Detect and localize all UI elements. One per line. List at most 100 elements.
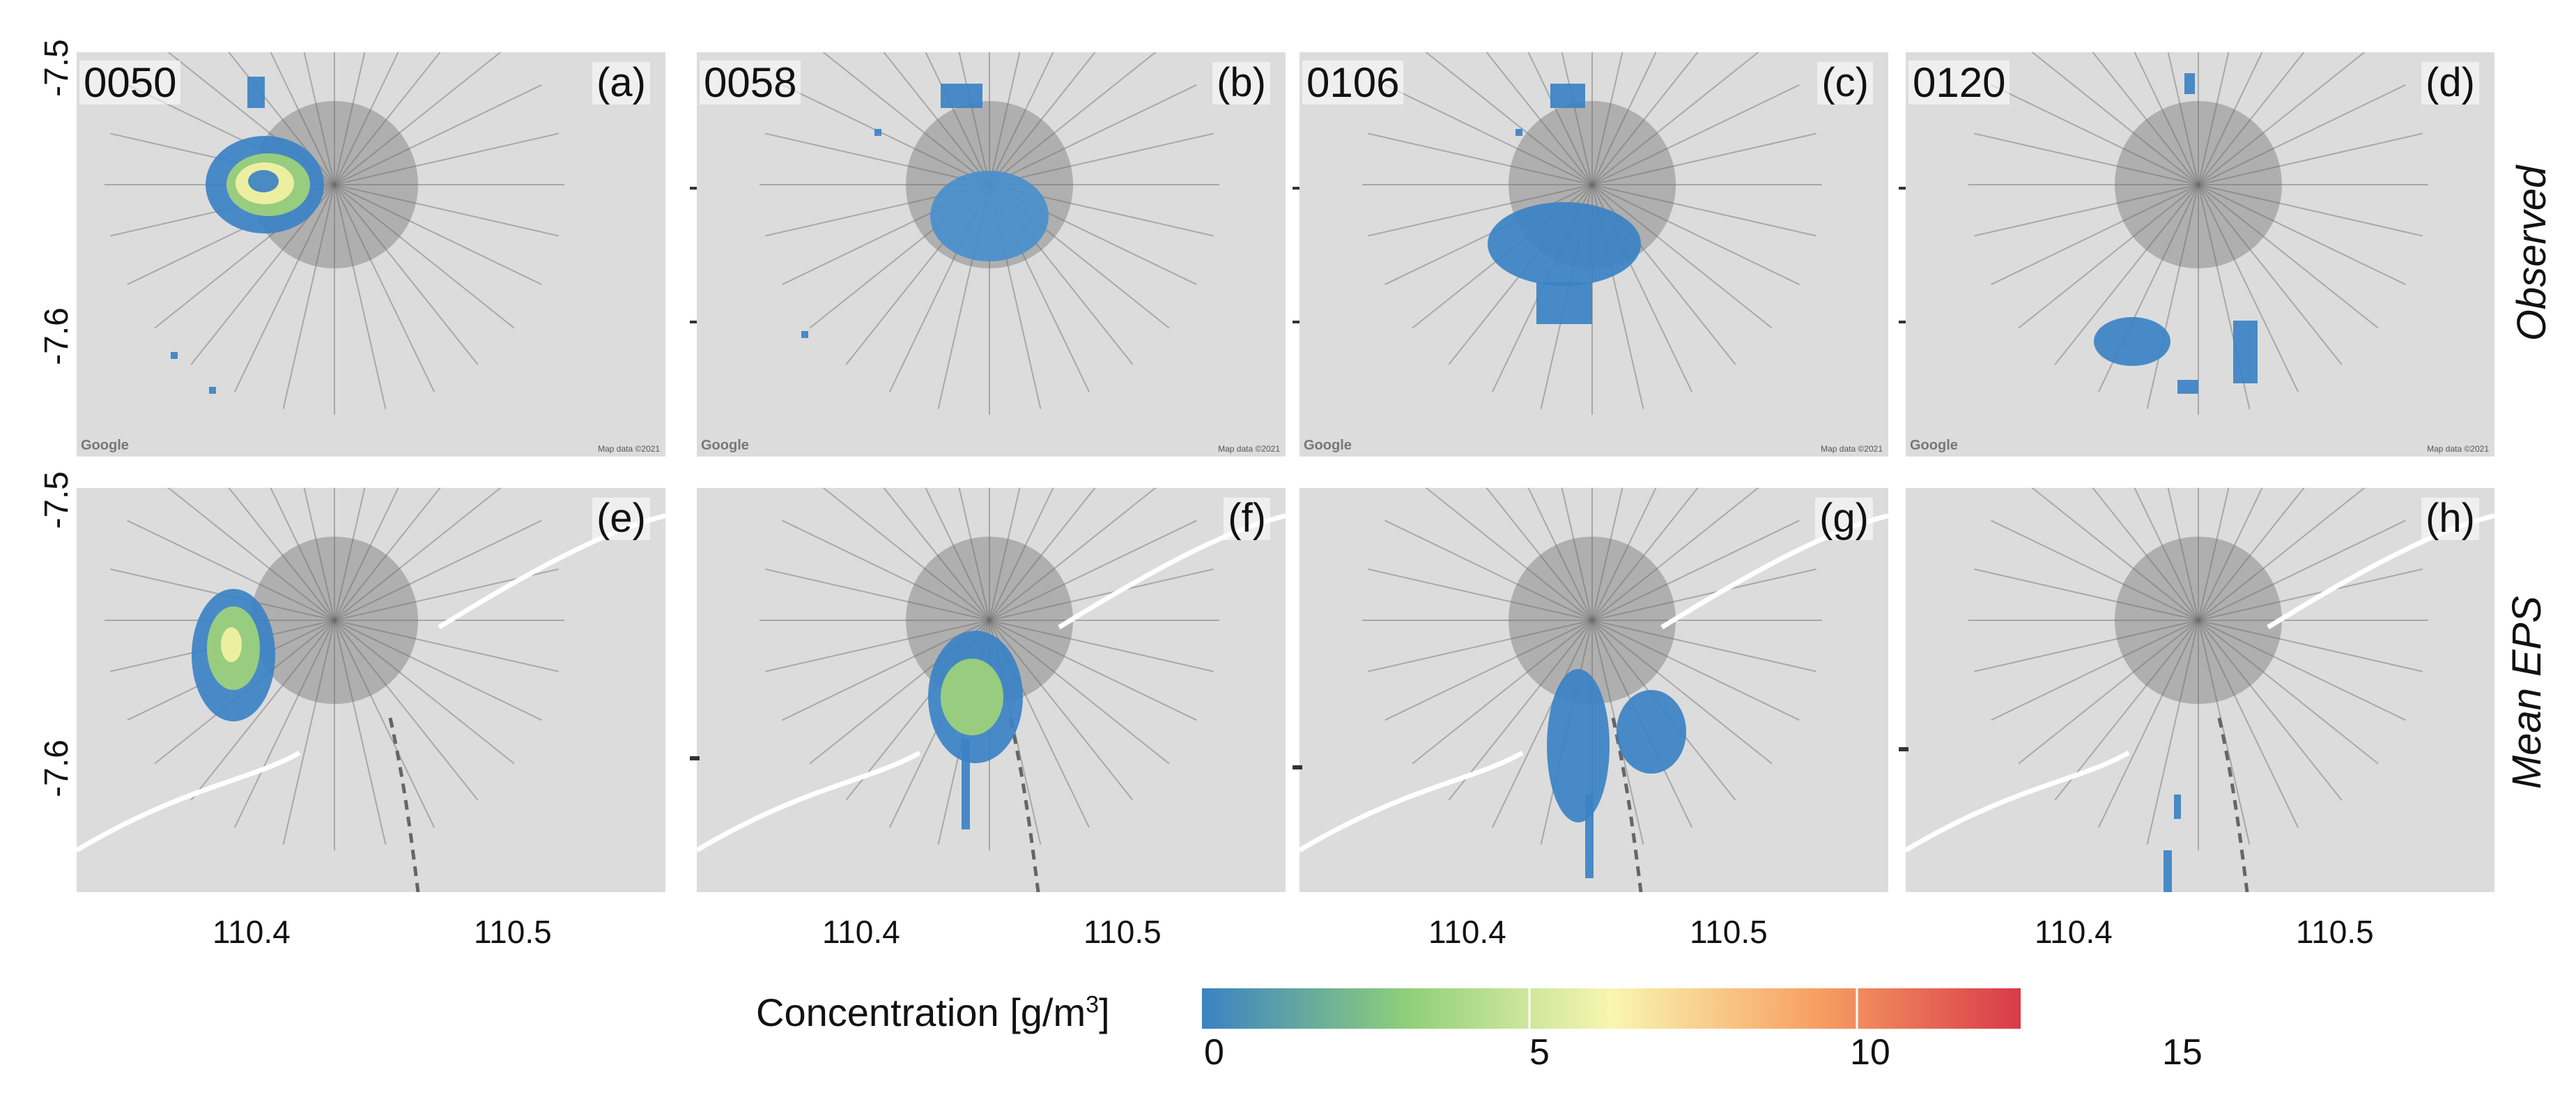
ridge-line	[1991, 184, 2199, 286]
panel-label-d: (d)	[2421, 61, 2479, 105]
ridge-line	[1991, 84, 2199, 185]
ridge-line	[303, 52, 335, 185]
ridge-line	[1591, 620, 1773, 765]
volcano-summit	[2115, 101, 2282, 268]
ridge-line	[989, 52, 1096, 185]
ridge-line	[989, 52, 1021, 185]
colorbar-title: Concentration [g/m3]	[756, 990, 1110, 1034]
row-label-mean-eps: Mean EPS	[2504, 595, 2550, 790]
ridge-line	[1491, 620, 1593, 828]
ridge-line	[989, 620, 1134, 801]
ridge-line	[1591, 52, 1657, 185]
ridge-line	[765, 568, 990, 621]
panel-label-a: (a)	[592, 61, 650, 105]
ridge-line	[334, 52, 399, 185]
tick-mark	[1899, 187, 1906, 190]
ridge-line	[989, 488, 1021, 621]
ridge-line	[989, 568, 1214, 621]
ridge-line	[2198, 620, 2343, 801]
ridge-line	[1591, 184, 1773, 329]
ridge-line	[334, 52, 441, 185]
ridge-line	[1385, 84, 1593, 185]
concentration-cell	[2094, 317, 2170, 366]
ridge-line	[1591, 132, 1817, 185]
ridge-line	[167, 488, 335, 621]
ridge-line	[2198, 488, 2366, 621]
concentration-cell	[941, 84, 982, 108]
ridge-line	[334, 620, 515, 765]
ridge-line	[1974, 184, 2199, 237]
ridge-line	[1385, 184, 1593, 286]
ridge-line	[2198, 52, 2366, 185]
ridge-line	[334, 84, 542, 185]
concentration-cell	[2174, 795, 2181, 819]
ridge-line	[334, 620, 387, 845]
x-tick-f-2: 110.5	[1083, 914, 1162, 950]
row-label-observed: Observed	[2509, 165, 2555, 342]
time-label: 0058	[700, 61, 801, 105]
ridge-line	[2198, 620, 2406, 721]
ridge-line	[1368, 132, 1593, 185]
ridge-line	[1591, 488, 1657, 621]
ridge-line	[1591, 488, 1624, 621]
ridge-line	[2146, 620, 2199, 845]
ridge-line	[2031, 488, 2199, 621]
x-tick-g-1: 110.4	[1428, 914, 1506, 950]
ridge-line	[1591, 568, 1817, 621]
concentration-cell	[1515, 129, 1522, 136]
ridge-line	[2198, 620, 2423, 673]
ridge-line	[1448, 620, 1593, 801]
ridge-line	[2198, 184, 2299, 392]
ridge-line	[925, 52, 990, 185]
ridge-line	[334, 184, 435, 392]
ridge-line	[233, 184, 335, 392]
ridge-line	[1561, 488, 1593, 621]
ridge-line	[2198, 488, 2230, 621]
ridge-line	[1974, 132, 2199, 185]
map-background	[697, 488, 1286, 892]
ridge-line	[233, 620, 335, 828]
google-attribution: Google	[1910, 438, 1958, 453]
ridge-line	[1385, 519, 1593, 621]
map-data-attribution: Map data ©2021	[1821, 444, 1883, 454]
panel-e: (e)	[77, 488, 665, 892]
volcano-summit	[2115, 537, 2282, 704]
time-label: 0120	[1908, 61, 2010, 105]
map-background	[77, 52, 665, 457]
panel-label-b: (b)	[1212, 61, 1270, 105]
ridge-line	[2198, 184, 2343, 365]
concentration-cell	[2184, 73, 2195, 94]
panel-label-h: (h)	[2421, 497, 2479, 540]
map-background	[697, 52, 1286, 457]
ridge-line	[822, 488, 990, 621]
panel-d: (d) 0120 Google Map data ©2021	[1906, 52, 2494, 457]
ridge-line	[1591, 620, 1800, 721]
panel-b: (b) 0058 Google Map data ©2021	[697, 52, 1286, 457]
map-background	[1299, 488, 1888, 892]
x-tick-e-1: 110.4	[213, 914, 291, 950]
volcano-summit	[251, 537, 418, 704]
ridge-line	[303, 488, 335, 621]
ridge-line	[1385, 620, 1593, 721]
ridge-line	[1368, 620, 1593, 673]
google-attribution: Google	[701, 438, 749, 453]
colorbar-tick-0: 0	[1204, 1032, 1224, 1073]
ridge-line	[334, 184, 387, 409]
ridge-line	[2198, 488, 2305, 621]
panel-label-c: (c)	[1817, 61, 1873, 105]
concentration-cell	[1488, 202, 1641, 286]
ridge-line	[1368, 568, 1593, 621]
ridge-line	[1591, 52, 1624, 185]
ridge-line	[334, 488, 366, 621]
ridge-line	[334, 488, 441, 621]
ridge-line	[989, 488, 1054, 621]
ridge-line	[1486, 52, 1593, 185]
ridge-line	[1591, 184, 1817, 237]
concentration-cell	[1617, 690, 1686, 774]
y-tick-top-row-1: -7.5	[38, 39, 75, 97]
concentration-cell	[171, 352, 178, 359]
dashed-path	[1008, 717, 1040, 892]
ridge-line	[2134, 52, 2199, 185]
panel-label-e: (e)	[592, 497, 650, 540]
ridge-line	[334, 52, 502, 185]
